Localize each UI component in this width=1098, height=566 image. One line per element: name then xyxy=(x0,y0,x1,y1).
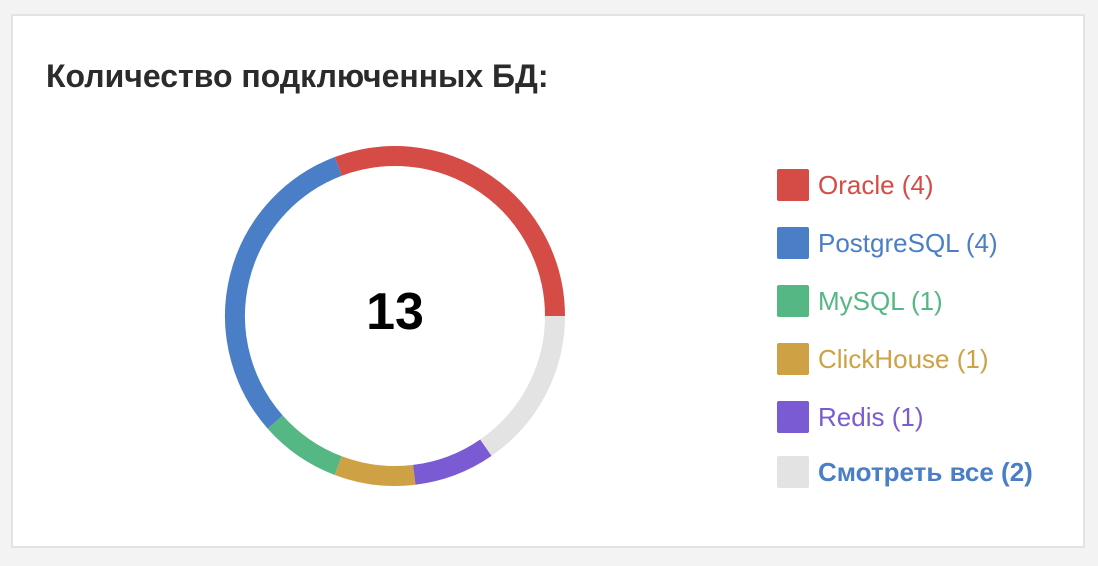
legend-label: ClickHouse (1) xyxy=(818,343,989,374)
legend-swatch xyxy=(777,227,809,259)
donut-chart: 13 xyxy=(225,146,565,486)
donut-segment-postgresql[interactable] xyxy=(225,157,342,429)
legend-label: Oracle (4) xyxy=(818,169,934,200)
legend-swatch xyxy=(777,343,809,375)
show-all-link[interactable]: Смотреть все (2) xyxy=(777,446,1033,498)
legend-label: MySQL (1) xyxy=(818,285,943,316)
legend-label: Redis (1) xyxy=(818,401,924,432)
db-count-card: Количество подключенных БД: 13 Oracle (4… xyxy=(11,14,1085,548)
legend-swatch xyxy=(777,285,809,317)
donut-segment-other[interactable] xyxy=(480,315,565,456)
legend-swatch xyxy=(777,169,809,201)
card-title: Количество подключенных БД: xyxy=(46,58,549,94)
legend-item-postgresql[interactable]: PostgreSQL (4) xyxy=(777,214,1033,272)
chart-legend: Oracle (4) PostgreSQL (4) MySQL (1) Clic… xyxy=(777,156,1033,498)
legend-swatch xyxy=(777,401,809,433)
legend-item-oracle[interactable]: Oracle (4) xyxy=(777,156,1033,214)
legend-item-clickhouse[interactable]: ClickHouse (1) xyxy=(777,330,1033,388)
legend-item-redis[interactable]: Redis (1) xyxy=(777,388,1033,446)
donut-segment-redis[interactable] xyxy=(412,439,492,485)
legend-label: PostgreSQL (4) xyxy=(818,227,998,258)
legend-item-mysql[interactable]: MySQL (1) xyxy=(777,272,1033,330)
donut-segment-mysql[interactable] xyxy=(267,415,343,475)
legend-swatch xyxy=(777,456,809,488)
donut-segment-oracle[interactable] xyxy=(334,146,565,317)
show-all-label: Смотреть все (2) xyxy=(818,456,1033,487)
donut-center-total: 13 xyxy=(366,283,424,341)
donut-segment-clickhouse[interactable] xyxy=(334,456,416,486)
